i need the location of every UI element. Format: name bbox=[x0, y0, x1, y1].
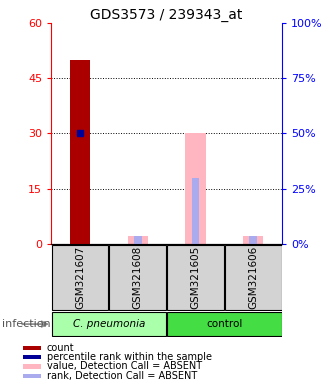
Bar bbox=[52, 312, 166, 336]
Bar bbox=[70, 60, 90, 244]
Bar bbox=[243, 237, 263, 244]
Bar bbox=[185, 134, 206, 244]
Text: count: count bbox=[47, 343, 75, 353]
Bar bbox=[22, 355, 41, 359]
Bar bbox=[110, 245, 166, 310]
Bar bbox=[128, 237, 148, 244]
Text: GSM321605: GSM321605 bbox=[190, 246, 201, 309]
Bar bbox=[225, 245, 281, 310]
Text: infection: infection bbox=[2, 319, 50, 329]
Bar bbox=[249, 237, 257, 244]
Bar bbox=[192, 178, 199, 244]
Text: GSM321608: GSM321608 bbox=[133, 246, 143, 309]
Text: rank, Detection Call = ABSENT: rank, Detection Call = ABSENT bbox=[47, 371, 197, 381]
Bar bbox=[167, 312, 281, 336]
Text: value, Detection Call = ABSENT: value, Detection Call = ABSENT bbox=[47, 361, 202, 371]
Bar bbox=[167, 245, 224, 310]
Text: control: control bbox=[206, 319, 243, 329]
Title: GDS3573 / 239343_at: GDS3573 / 239343_at bbox=[90, 8, 243, 22]
Text: GSM321606: GSM321606 bbox=[248, 246, 258, 309]
Bar bbox=[22, 364, 41, 369]
Bar bbox=[134, 237, 142, 244]
Text: C. pneumonia: C. pneumonia bbox=[73, 319, 145, 329]
Bar bbox=[22, 346, 41, 351]
Text: percentile rank within the sample: percentile rank within the sample bbox=[47, 353, 212, 362]
Bar bbox=[22, 374, 41, 378]
Bar bbox=[52, 245, 108, 310]
Text: GSM321607: GSM321607 bbox=[75, 246, 85, 309]
